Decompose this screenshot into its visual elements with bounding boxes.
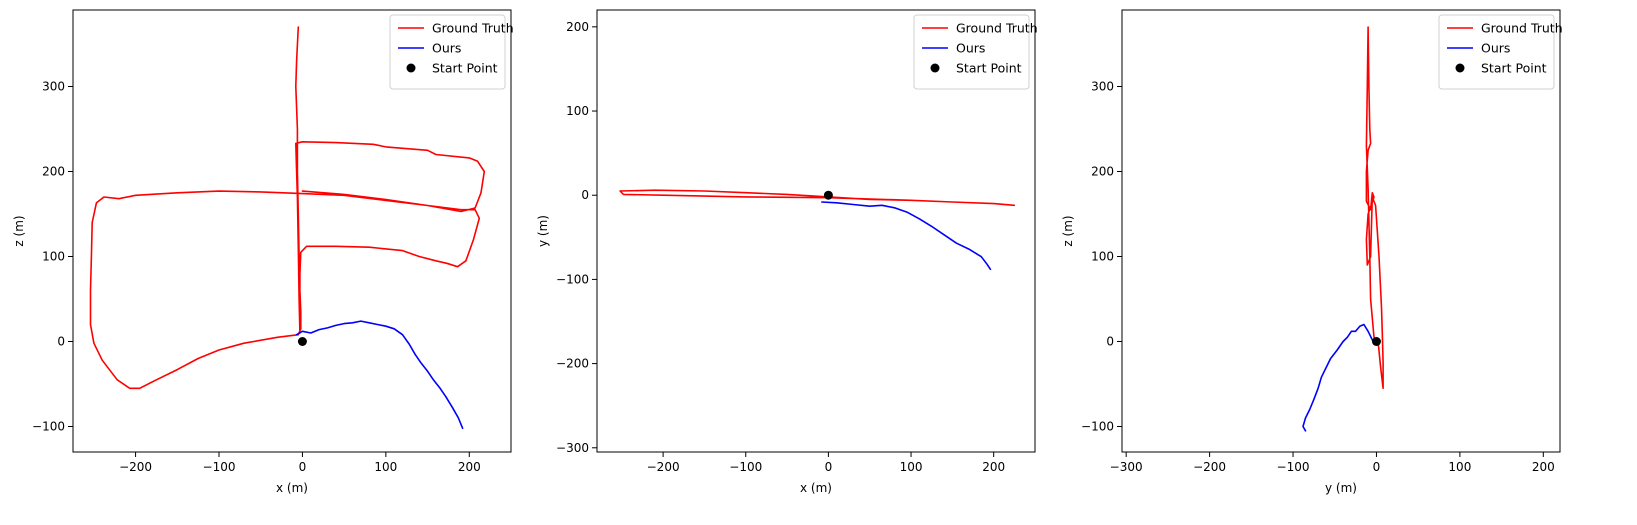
x-tick-label: −300 (1110, 460, 1143, 474)
x-axis-label: x (m) (800, 481, 832, 495)
y-tick-label: 200 (566, 20, 589, 34)
x-tick-label: −100 (203, 460, 236, 474)
x-tick-label: 100 (374, 460, 397, 474)
x-axis-label: x (m) (276, 481, 308, 495)
x-tick-label: 200 (982, 460, 1005, 474)
chart-panel-3: −300 −200 −100 0 100 200 −100 0 100 200 300 y (m) z … (1061, 9, 1563, 495)
y-tick-label: 0 (1106, 335, 1114, 349)
x-tick-label: 100 (900, 460, 923, 474)
chart-panel-2: −200 −100 0 100 200 −300 −200 −100 0 100 200 x (m) y… (536, 9, 1038, 495)
x-tick-label: 200 (1532, 460, 1555, 474)
plot-area (619, 189, 1016, 271)
x-tick-label: 0 (299, 460, 307, 474)
series-line-ground-truth (89, 26, 486, 390)
series-line-ground-truth (619, 189, 1016, 207)
start-point-marker (1371, 337, 1381, 346)
legend: Ground Truth Ours Start Point (1438, 14, 1563, 90)
y-tick-label: 0 (581, 188, 589, 202)
y-tick-label: −300 (556, 441, 589, 455)
legend-entry: Start Point (432, 61, 498, 76)
y-tick-label: −100 (1081, 420, 1114, 434)
legend-entry: Ground Truth (432, 21, 514, 36)
x-tick-label: −100 (1277, 460, 1310, 474)
x-tick-label: 0 (1373, 460, 1381, 474)
x-tick-label: −200 (119, 460, 152, 474)
legend-swatch (930, 63, 940, 73)
plot-area (1302, 26, 1384, 432)
series-line-ground-truth (1365, 26, 1384, 390)
legend-entry: Ours (432, 41, 461, 56)
start-point-marker (823, 190, 833, 200)
x-tick-label: 200 (458, 460, 481, 474)
legend: Ground Truth Ours Start Point (913, 14, 1038, 90)
x-axis-label: y (m) (1325, 481, 1357, 495)
y-tick-label: 200 (42, 165, 65, 179)
y-tick-label: 100 (42, 250, 65, 264)
x-tick-label: −100 (729, 460, 762, 474)
y-axis-label: z (m) (12, 215, 26, 246)
x-tick-label: 100 (1448, 460, 1471, 474)
x-tick-label: 0 (825, 460, 833, 474)
legend-entry: Ours (1481, 41, 1510, 56)
series-line-ours (1302, 323, 1374, 432)
legend-entry: Start Point (956, 61, 1022, 76)
y-tick-label: 300 (1091, 80, 1114, 94)
x-tick-label: −200 (647, 460, 680, 474)
y-tick-label: −200 (556, 357, 589, 371)
legend-swatch (1455, 63, 1465, 73)
legend-entry: Start Point (1481, 61, 1547, 76)
legend-entry: Ground Truth (1481, 21, 1563, 36)
y-tick-label: 0 (57, 335, 65, 349)
y-axis-label: z (m) (1061, 215, 1075, 246)
y-tick-label: 300 (42, 80, 65, 94)
axes-frame (1121, 9, 1561, 453)
legend-swatch (406, 63, 416, 73)
legend-entry: Ground Truth (956, 21, 1038, 36)
axes-frame (72, 9, 512, 453)
y-tick-label: 100 (566, 104, 589, 118)
plot-area (89, 26, 486, 429)
chart-panel-1: −200 −100 0 100 200 −100 0 100 200 300 x (m) z (m) G… (12, 9, 514, 495)
legend: Ground Truth Ours Start Point (389, 14, 514, 90)
legend-box (389, 14, 506, 90)
start-point-marker (297, 337, 307, 346)
series-line-ours (821, 201, 992, 271)
y-tick-label: −100 (556, 272, 589, 286)
y-tick-label: 200 (1091, 165, 1114, 179)
y-tick-label: −100 (32, 420, 65, 434)
legend-entry: Ours (956, 41, 985, 56)
x-tick-label: −200 (1193, 460, 1226, 474)
y-tick-label: 100 (1091, 250, 1114, 264)
axes-frame (596, 9, 1036, 453)
legend-box (1438, 14, 1555, 90)
y-axis-label: y (m) (536, 215, 550, 247)
series-line-ours (295, 320, 464, 429)
legend-box (913, 14, 1030, 90)
